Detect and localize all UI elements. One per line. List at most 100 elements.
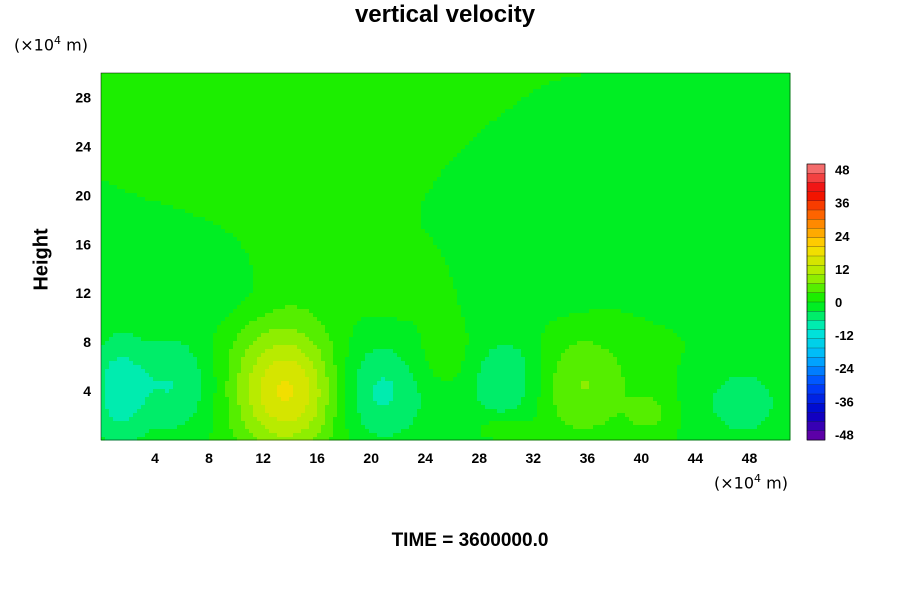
heatmap-cell bbox=[561, 93, 566, 98]
heatmap-cell bbox=[705, 109, 710, 114]
heatmap-cell bbox=[693, 145, 698, 150]
heatmap-cell bbox=[753, 101, 758, 106]
heatmap-cell bbox=[193, 85, 198, 90]
heatmap-cell bbox=[317, 173, 322, 178]
heatmap-cell bbox=[617, 109, 622, 114]
heatmap-cell bbox=[381, 93, 386, 98]
heatmap-cell bbox=[473, 149, 478, 154]
heatmap-cell bbox=[777, 89, 782, 94]
heatmap-cell bbox=[661, 153, 666, 158]
heatmap-cell bbox=[169, 89, 174, 94]
heatmap-cell bbox=[741, 169, 746, 174]
heatmap-cell bbox=[629, 97, 634, 102]
heatmap-cell bbox=[713, 173, 718, 178]
heatmap-cell bbox=[517, 165, 522, 170]
heatmap-cell bbox=[253, 185, 258, 190]
heatmap-cell bbox=[733, 93, 738, 98]
heatmap-cell bbox=[513, 165, 518, 170]
heatmap-cell bbox=[181, 85, 186, 90]
heatmap-cell bbox=[205, 153, 210, 158]
heatmap-cell bbox=[233, 141, 238, 146]
heatmap-cell bbox=[525, 81, 530, 86]
heatmap-cell bbox=[253, 117, 258, 122]
heatmap-cell bbox=[409, 77, 414, 82]
heatmap-cell bbox=[549, 145, 554, 150]
heatmap-cell bbox=[577, 81, 582, 86]
heatmap-cell bbox=[289, 89, 294, 94]
heatmap-cell bbox=[785, 157, 790, 162]
heatmap-cell bbox=[389, 169, 394, 174]
heatmap-cell bbox=[257, 149, 262, 154]
heatmap-cell bbox=[205, 145, 210, 150]
heatmap-cell bbox=[765, 89, 770, 94]
heatmap-cell bbox=[749, 97, 754, 102]
heatmap-cell bbox=[741, 157, 746, 162]
heatmap-cell bbox=[653, 117, 658, 122]
heatmap-cell bbox=[533, 81, 538, 86]
heatmap-cell bbox=[305, 117, 310, 122]
heatmap-cell bbox=[709, 181, 714, 186]
heatmap-cell bbox=[157, 89, 162, 94]
heatmap-cell bbox=[597, 177, 602, 182]
heatmap-cell bbox=[105, 153, 110, 158]
heatmap-cell bbox=[449, 77, 454, 82]
heatmap-cell bbox=[517, 113, 522, 118]
heatmap-cell bbox=[405, 129, 410, 134]
heatmap-cell bbox=[533, 121, 538, 126]
heatmap-cell bbox=[101, 85, 106, 90]
heatmap-cell bbox=[541, 121, 546, 126]
heatmap-cell bbox=[249, 173, 254, 178]
heatmap-cell bbox=[689, 105, 694, 110]
heatmap-cell bbox=[221, 81, 226, 86]
heatmap-cell bbox=[261, 113, 266, 118]
heatmap-cell bbox=[721, 105, 726, 110]
heatmap-cell bbox=[321, 93, 326, 98]
heatmap-cell bbox=[693, 97, 698, 102]
heatmap-cell bbox=[293, 137, 298, 142]
heatmap-cell bbox=[737, 121, 742, 126]
heatmap-cell bbox=[213, 153, 218, 158]
heatmap-cell bbox=[717, 89, 722, 94]
heatmap-cell bbox=[193, 129, 198, 134]
heatmap-cell bbox=[537, 177, 542, 182]
heatmap-cell bbox=[529, 161, 534, 166]
heatmap-cell bbox=[537, 185, 542, 190]
heatmap-cell bbox=[329, 89, 334, 94]
heatmap-cell bbox=[209, 73, 214, 78]
heatmap-cell bbox=[621, 125, 626, 130]
heatmap-cell bbox=[357, 117, 362, 122]
heatmap-cell bbox=[213, 129, 218, 134]
heatmap-cell bbox=[377, 109, 382, 114]
heatmap-cell bbox=[621, 101, 626, 106]
heatmap-cell bbox=[613, 77, 618, 82]
heatmap-cell bbox=[173, 93, 178, 98]
heatmap-cell bbox=[769, 137, 774, 142]
heatmap-cell bbox=[385, 141, 390, 146]
heatmap-cell bbox=[413, 161, 418, 166]
heatmap-cell bbox=[277, 141, 282, 146]
heatmap-cell bbox=[633, 185, 638, 190]
heatmap-cell bbox=[113, 113, 118, 118]
heatmap-cell bbox=[249, 145, 254, 150]
heatmap-cell bbox=[269, 169, 274, 174]
heatmap-cell bbox=[585, 121, 590, 126]
heatmap-cell bbox=[441, 129, 446, 134]
heatmap-cell bbox=[729, 173, 734, 178]
heatmap-cell bbox=[701, 105, 706, 110]
heatmap-cell bbox=[161, 97, 166, 102]
heatmap-cell bbox=[497, 157, 502, 162]
heatmap-cell bbox=[233, 177, 238, 182]
heatmap-cell bbox=[505, 121, 510, 126]
heatmap-cell bbox=[505, 73, 510, 78]
heatmap-cell bbox=[373, 177, 378, 182]
heatmap-cell bbox=[657, 153, 662, 158]
heatmap-cell bbox=[197, 161, 202, 166]
heatmap-cell bbox=[713, 113, 718, 118]
heatmap-cell bbox=[697, 133, 702, 138]
heatmap-cell bbox=[445, 173, 450, 178]
heatmap-cell bbox=[197, 77, 202, 82]
heatmap-cell bbox=[485, 121, 490, 126]
heatmap-cell bbox=[205, 105, 210, 110]
heatmap-cell bbox=[477, 173, 482, 178]
heatmap-cell bbox=[305, 81, 310, 86]
